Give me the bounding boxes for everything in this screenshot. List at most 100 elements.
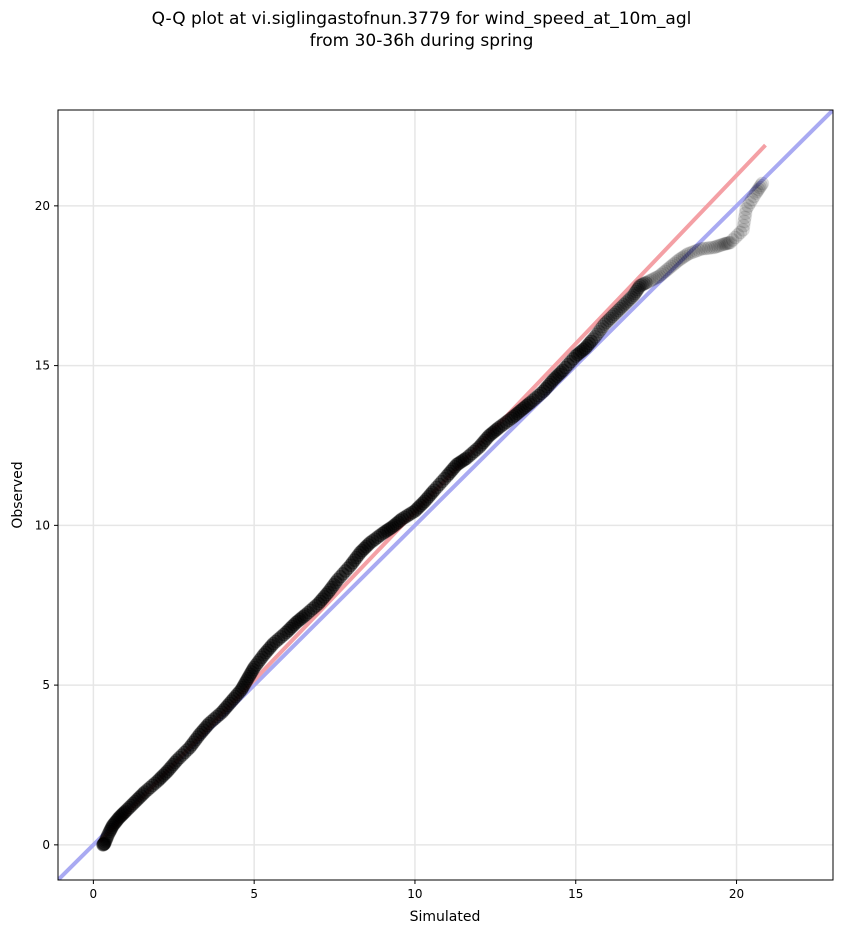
quantile-point [499,415,514,430]
quantile-point [739,202,754,217]
quantile-point [117,805,132,820]
quantile-point [720,236,735,251]
quantile-point [98,834,113,849]
quantile-point [230,687,245,702]
quantile-point [377,525,392,540]
quantile-point [122,800,137,815]
quantile-point [251,655,266,670]
quantile-point [605,309,620,324]
quantile-point [133,788,148,803]
quantile-point [306,601,321,616]
quantile-point [572,345,587,360]
quantile-point [298,607,313,622]
quantile-point [636,276,651,291]
quantile-point [109,813,124,828]
quantile-point [124,798,139,813]
quantile-point [413,498,428,513]
quantile-point [453,455,468,470]
quantile-point [243,667,258,682]
quantile-point [102,824,117,839]
quantile-point [496,417,511,432]
quantile-point [472,440,487,455]
quantile-point [427,483,442,498]
quantile-point [432,477,447,492]
quantile-point [550,369,565,384]
quantile-point [638,275,653,290]
quantile-point [308,598,323,613]
quantile-point [546,372,561,387]
quantile-point [262,641,277,656]
quantile-point [750,184,765,199]
quantile-point [589,327,604,342]
quantile-point [252,652,267,667]
quantile-point [145,778,160,793]
quantile-point [663,259,678,274]
quantile-point [630,282,645,297]
quantile-point [510,406,525,421]
quantile-point [710,239,725,254]
quantile-point [686,244,701,259]
quantile-point [611,303,626,318]
quantile-point [576,342,591,357]
quantile-point [150,773,165,788]
quantile-point [640,274,655,289]
quantile-point [242,669,257,684]
quantile-point [184,737,199,752]
quantile-point [538,381,553,396]
quantile-point [534,386,549,401]
quantile-point [100,828,115,843]
quantile-point [464,446,479,461]
quantile-point [487,424,502,439]
quantile-point [683,245,698,260]
quantile-point [224,694,239,709]
quantile-point [317,589,332,604]
quantile-point [627,286,642,301]
quantile-point [631,280,646,295]
quantile-point [626,288,641,303]
quantile-point [118,804,133,819]
quantile-point [540,379,555,394]
quantile-point [512,404,527,419]
quantile-point [528,390,543,405]
quantile-point [114,808,129,823]
quantile-point [667,256,682,271]
quantile-point [99,831,114,846]
quantile-point [209,709,224,724]
quantile-point [355,543,370,558]
quantile-point [526,393,541,408]
quantile-points [96,176,770,852]
plot-frame [57,109,834,881]
quantile-point [691,242,706,257]
quantile-point [192,727,207,742]
quantile-point [629,284,644,299]
quantile-point [228,689,243,704]
quantile-point [343,558,358,573]
y-tick-label: 5 [42,678,50,692]
quantile-point [341,561,356,576]
quantile-point [240,671,255,686]
quantile-point [568,349,583,364]
quantile-point [469,442,484,457]
quantile-point [728,230,743,245]
quantile-point [194,725,209,740]
quantile-point [423,487,438,502]
quantile-point [624,290,639,305]
quantile-point [661,261,676,276]
quantile-point [603,311,618,326]
y-tick-label: 20 [35,199,50,213]
quantile-point [660,262,675,277]
quantile-point [755,176,770,191]
quantile-point [753,178,768,193]
quantile-point [207,711,222,726]
quantile-point [476,435,491,450]
grid-lines [58,110,833,880]
x-axis-ticks: 0 5 10 15 20 [90,880,744,901]
quantile-point [671,253,686,268]
quantile-point [737,210,752,225]
quantile-point [101,826,116,841]
quantile-point [449,457,464,472]
quantile-point [419,492,434,507]
quantile-point [222,696,237,711]
quantile-point [633,278,648,293]
quantile-point [330,572,345,587]
